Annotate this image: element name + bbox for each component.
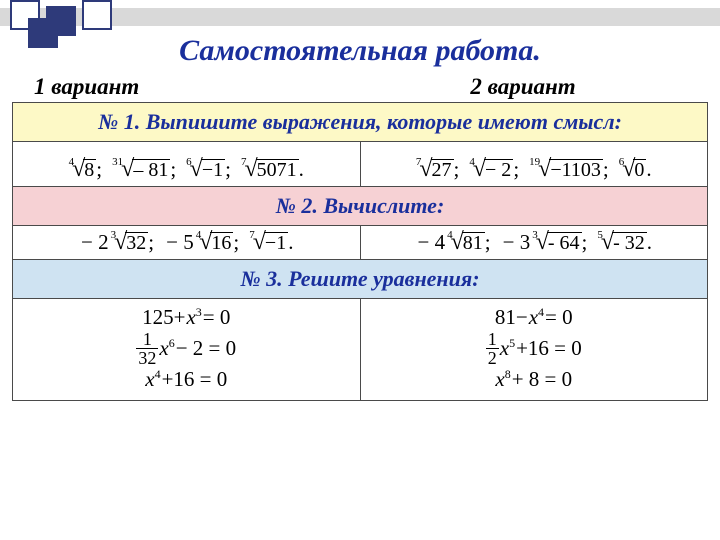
root-expr: 6√−1 <box>186 157 225 181</box>
section-3-header: № 3. Решите уравнения: <box>13 259 708 298</box>
fraction: 12 <box>486 330 499 367</box>
root-expr: 4√− 2 <box>469 157 513 181</box>
expression-item: − 54√16; <box>164 230 239 255</box>
expression-item: − 23√32; <box>79 230 154 255</box>
equation: 132x6− 2 = 0 <box>136 330 236 367</box>
root-expr: 6√0 <box>619 157 647 181</box>
root-expr: 31√– 81 <box>112 157 170 181</box>
equation: 12x5+16 = 0 <box>486 330 582 367</box>
expression-item: 6√0. <box>619 157 652 182</box>
expression-item: 7√−1. <box>249 230 293 255</box>
worksheet: Самостоятельная работа. 1 вариант 2 вари… <box>0 0 720 401</box>
equation: 125+x3 = 0 <box>142 305 230 330</box>
root-expr: 7√27 <box>416 157 454 181</box>
task1-variant2: 7√27; 4√− 2; 19√−1103; 6√0. <box>360 142 708 187</box>
radicand: − 2 <box>484 159 513 180</box>
root-expr: 4√81 <box>447 230 485 254</box>
expression-item: 5√- 32. <box>597 230 652 255</box>
task2-variant1: − 23√32; − 54√16; 7√−1. <box>13 225 361 259</box>
radicand: 16 <box>210 232 233 253</box>
radicand: 81 <box>462 232 485 253</box>
section-2-header: № 2. Вычислите: <box>13 186 708 225</box>
root-expr: 7√5071 <box>241 157 299 181</box>
radicand: - 64 <box>547 232 582 253</box>
radicand: – 81 <box>132 159 170 180</box>
radicand: 5071 <box>256 159 299 180</box>
equation: x4+16 = 0 <box>145 367 227 392</box>
task3-variant2: 81−x4 = 012x5+16 = 0x8+ 8 = 0 <box>360 298 708 400</box>
expression-item: 31√– 81; <box>112 157 176 182</box>
page-title: Самостоятельная работа. <box>12 34 708 68</box>
root-expr: 5√- 32 <box>597 230 646 254</box>
tasks-table: № 1. Выпишите выражения, которые имеют с… <box>12 102 708 401</box>
radicand: - 32 <box>612 232 647 253</box>
radicand: −1 <box>264 232 288 253</box>
expression-item: 6√−1; <box>186 157 231 182</box>
root-expr: 3√- 64 <box>532 230 581 254</box>
radicand: −1 <box>201 159 225 180</box>
expression-item: 4√8; <box>69 157 103 182</box>
task3-variant1: 125+x3 = 0132x6− 2 = 0x4+16 = 0 <box>13 298 361 400</box>
variant-1-label: 1 вариант <box>34 74 360 100</box>
section-1-header: № 1. Выпишите выражения, которые имеют с… <box>13 103 708 142</box>
radicand: 8 <box>83 159 96 180</box>
variant-2-label: 2 вариант <box>360 74 686 100</box>
expression-item: 19√−1103; <box>529 157 609 182</box>
root-expr: 4√8 <box>69 157 97 181</box>
radicand: 32 <box>125 232 148 253</box>
root-expr: 4√16 <box>196 230 234 254</box>
variant-row: 1 вариант 2 вариант <box>12 74 708 102</box>
expression-item: 7√27; <box>416 157 460 182</box>
expression-item: − 33√- 64; <box>501 230 588 255</box>
task1-variant1: 4√8; 31√– 81; 6√−1; 7√5071. <box>13 142 361 187</box>
fraction: 132 <box>136 330 158 367</box>
expression-item: − 44√81; <box>416 230 491 255</box>
radicand: 27 <box>431 159 454 180</box>
expression-item: 4√− 2; <box>469 157 519 182</box>
equation: x8+ 8 = 0 <box>495 367 572 392</box>
radicand: 0 <box>633 159 646 180</box>
task2-variant2: − 44√81; − 33√- 64; 5√- 32. <box>360 225 708 259</box>
equation: 81−x4 = 0 <box>495 305 573 330</box>
root-expr: 7√−1 <box>249 230 288 254</box>
expression-item: 7√5071. <box>241 157 304 182</box>
radicand: −1103 <box>549 159 603 180</box>
root-expr: 3√32 <box>111 230 149 254</box>
root-expr: 19√−1103 <box>529 157 603 181</box>
